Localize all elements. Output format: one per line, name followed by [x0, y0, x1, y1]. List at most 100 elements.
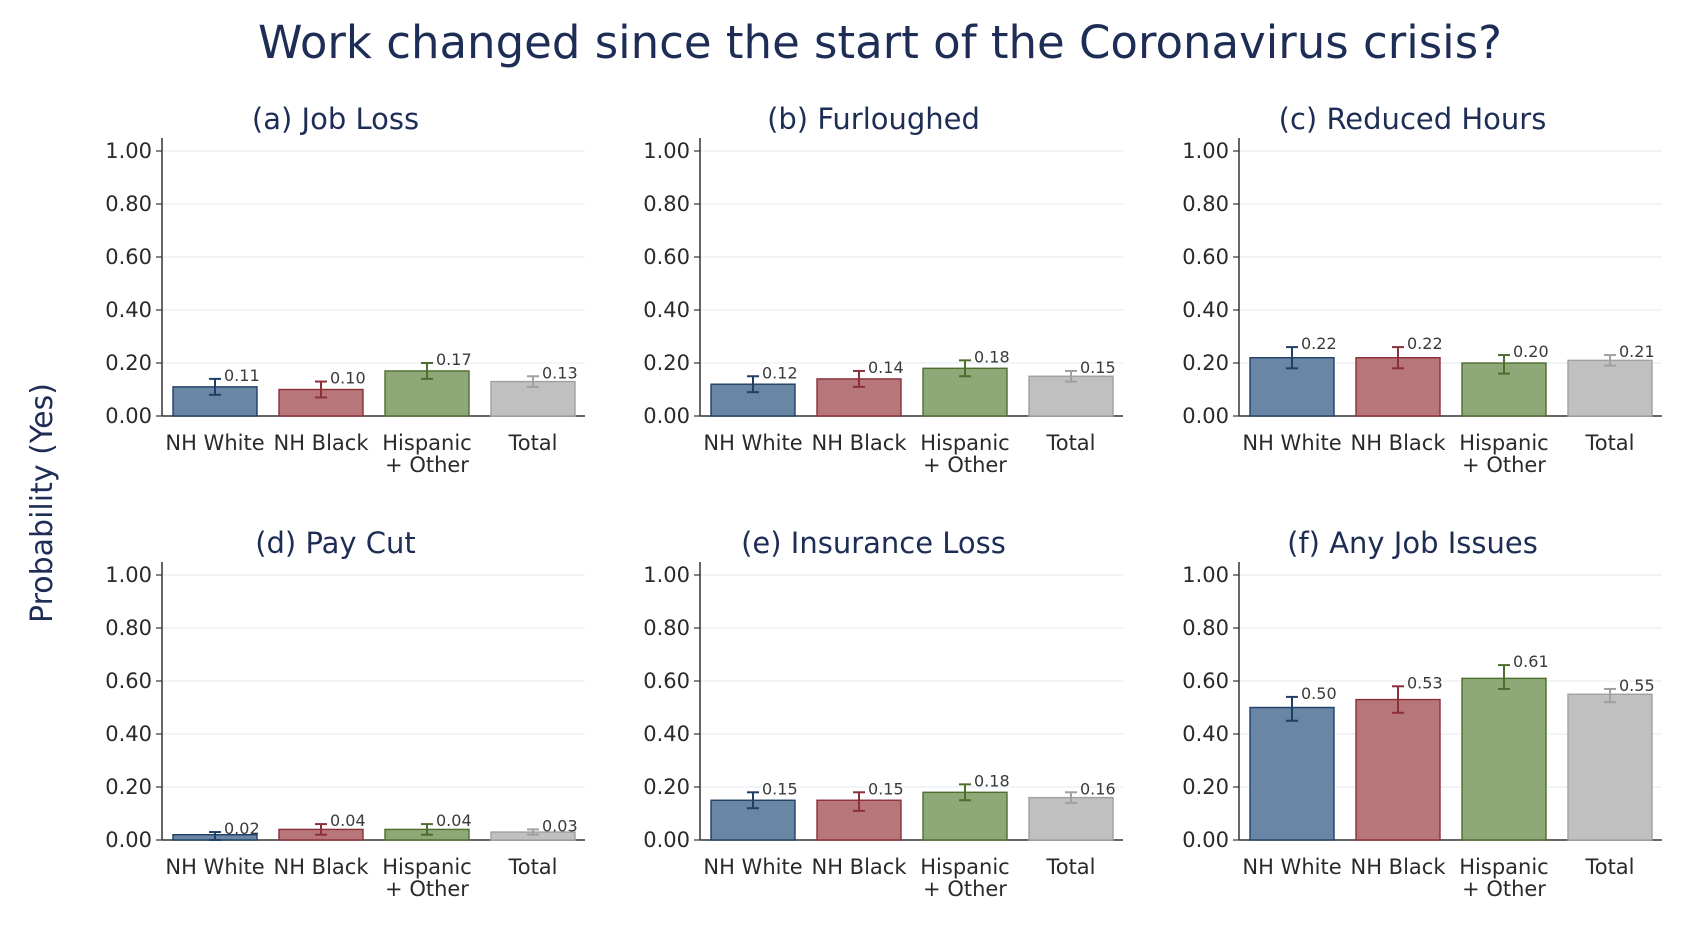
- data-label: 0.02: [224, 819, 260, 838]
- bar: [1567, 359, 1653, 417]
- category-label: NH Black: [812, 431, 908, 455]
- y-tick-label: 1.00: [643, 563, 690, 587]
- category-label: Total: [1045, 855, 1095, 879]
- y-tick-label: 0.80: [1182, 616, 1229, 640]
- y-tick-label: 0.60: [643, 245, 690, 269]
- category-label: NH Black: [274, 431, 370, 455]
- bar: [1249, 706, 1335, 841]
- y-tick-label: 0.20: [105, 775, 152, 799]
- data-label: 0.18: [974, 347, 1010, 366]
- y-tick-label: 0.20: [1182, 775, 1229, 799]
- panel-title: (b) Furloughed: [767, 102, 980, 136]
- y-tick-label: 0.00: [1182, 404, 1229, 428]
- y-tick-label: 0.40: [105, 298, 152, 322]
- panel-title: (f) Any Job Issues: [1287, 526, 1538, 560]
- data-label: 0.13: [542, 363, 578, 382]
- category-label: NH White: [703, 431, 802, 455]
- data-label: 0.20: [1513, 342, 1549, 361]
- category-label: + Other: [385, 877, 469, 901]
- data-label: 0.18: [974, 771, 1010, 790]
- data-label: 0.15: [868, 779, 904, 798]
- bar: [172, 386, 258, 417]
- y-tick-label: 0.40: [1182, 298, 1229, 322]
- panel-title: (a) Job Loss: [252, 102, 419, 136]
- category-label: Total: [507, 431, 557, 455]
- y-tick-label: 0.60: [105, 669, 152, 693]
- category-label: + Other: [385, 453, 469, 477]
- bar: [1028, 375, 1114, 417]
- category-label: NH White: [165, 431, 264, 455]
- data-label: 0.16: [1080, 779, 1116, 798]
- y-tick-label: 0.60: [643, 669, 690, 693]
- y-tick-label: 1.00: [643, 139, 690, 163]
- category-label: Total: [1584, 431, 1634, 455]
- data-label: 0.55: [1619, 676, 1655, 695]
- y-tick-label: 1.00: [1182, 563, 1229, 587]
- y-tick-label: 0.20: [1182, 351, 1229, 375]
- category-label: Hispanic: [382, 855, 471, 879]
- y-tick-label: 0.20: [643, 351, 690, 375]
- panel-2: (b) Furloughed 0.00 0.20 0.40 0.60 0.80 1.00 0.…: [643, 102, 1123, 477]
- panel-6: (f) Any Job Issues 0.00 0.20 0.40 0.60 0.80 1.…: [1182, 526, 1662, 901]
- chart-title: Work changed since the start of the Coro…: [258, 16, 1502, 69]
- data-label: 0.53: [1407, 673, 1443, 692]
- data-label: 0.04: [436, 811, 472, 830]
- category-label: + Other: [1462, 877, 1546, 901]
- data-label: 0.22: [1407, 334, 1443, 353]
- category-label: NH White: [1242, 431, 1341, 455]
- y-tick-label: 0.40: [1182, 722, 1229, 746]
- y-tick-label: 0.80: [105, 616, 152, 640]
- data-label: 0.15: [762, 779, 798, 798]
- category-label: NH Black: [812, 855, 908, 879]
- category-label: Total: [507, 855, 557, 879]
- y-tick-label: 0.00: [643, 404, 690, 428]
- y-tick-label: 0.60: [1182, 245, 1229, 269]
- y-tick-label: 0.80: [105, 192, 152, 216]
- category-label: Total: [1045, 431, 1095, 455]
- panel-1: (a) Job Loss 0.00 0.20 0.40 0.60 0.80 1.00 0.11…: [105, 102, 585, 477]
- data-label: 0.11: [224, 366, 260, 385]
- y-tick-label: 0.40: [643, 722, 690, 746]
- bar: [1567, 693, 1653, 841]
- y-tick-label: 0.00: [105, 828, 152, 852]
- category-label: NH White: [1242, 855, 1341, 879]
- bar: [1461, 677, 1547, 841]
- y-tick-label: 0.00: [105, 404, 152, 428]
- category-label: Hispanic: [920, 855, 1009, 879]
- category-label: NH Black: [274, 855, 370, 879]
- panel-title: (e) Insurance Loss: [741, 526, 1006, 560]
- data-label: 0.50: [1301, 684, 1337, 703]
- y-tick-label: 0.20: [105, 351, 152, 375]
- y-tick-label: 1.00: [105, 563, 152, 587]
- panel-title: (d) Pay Cut: [255, 526, 416, 560]
- y-tick-label: 0.80: [1182, 192, 1229, 216]
- data-label: 0.03: [542, 816, 578, 835]
- data-label: 0.10: [330, 369, 366, 388]
- y-tick-label: 0.00: [643, 828, 690, 852]
- y-tick-label: 0.80: [643, 616, 690, 640]
- category-label: NH Black: [1351, 855, 1447, 879]
- data-label: 0.14: [868, 358, 904, 377]
- y-tick-label: 0.80: [643, 192, 690, 216]
- y-tick-label: 1.00: [105, 139, 152, 163]
- category-label: NH White: [703, 855, 802, 879]
- category-label: Hispanic: [382, 431, 471, 455]
- data-label: 0.61: [1513, 652, 1549, 671]
- panel-title: (c) Reduced Hours: [1279, 102, 1547, 136]
- panel-3: (c) Reduced Hours 0.00 0.20 0.40 0.60 0.80 1.0…: [1182, 102, 1662, 477]
- category-label: Hispanic: [920, 431, 1009, 455]
- y-tick-label: 0.40: [105, 722, 152, 746]
- category-label: + Other: [923, 453, 1007, 477]
- y-axis-label: Probability (Yes): [25, 383, 60, 623]
- category-label: Hispanic: [1459, 855, 1548, 879]
- panels: (a) Job Loss 0.00 0.20 0.40 0.60 0.80 1.00 0.11…: [105, 102, 1662, 901]
- bar: [1028, 796, 1114, 841]
- y-tick-label: 0.60: [1182, 669, 1229, 693]
- category-label: NH Black: [1351, 431, 1447, 455]
- category-label: Total: [1584, 855, 1634, 879]
- y-tick-label: 0.40: [643, 298, 690, 322]
- y-tick-label: 1.00: [1182, 139, 1229, 163]
- category-label: Hispanic: [1459, 431, 1548, 455]
- data-label: 0.17: [436, 350, 472, 369]
